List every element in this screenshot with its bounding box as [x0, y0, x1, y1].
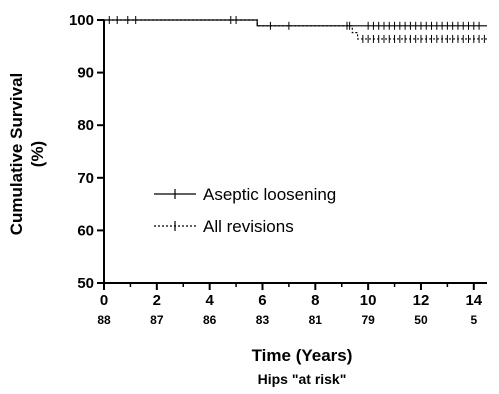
legend-label-aseptic-loosening: Aseptic loosening — [203, 185, 336, 204]
at-risk-value: 87 — [150, 313, 164, 327]
x-tick-label: 8 — [311, 292, 319, 309]
at-risk-title: Hips "at risk" — [258, 371, 347, 387]
legend-label-all-revisions: All revisions — [203, 217, 294, 236]
x-tick-label: 4 — [205, 292, 214, 309]
y-tick-label: 90 — [77, 65, 94, 82]
y-tick-label: 50 — [77, 275, 94, 292]
series-layer — [104, 16, 487, 43]
x-tick-label: 0 — [100, 292, 108, 309]
x-axis-title: Time (Years) — [252, 346, 353, 365]
y-tick-label: 60 — [77, 222, 94, 239]
x-tick-label: 14 — [465, 292, 482, 309]
series-all-revisions — [104, 19, 487, 43]
y-tick-label: 80 — [77, 117, 94, 134]
legend-item-aseptic-loosening: Aseptic loosening — [154, 185, 336, 204]
at-risk-value: 50 — [414, 313, 428, 327]
series-aseptic-loosening — [104, 16, 487, 30]
at-risk-value: 83 — [256, 313, 270, 327]
at-risk-value: 79 — [361, 313, 375, 327]
at-risk-value: 86 — [203, 313, 217, 327]
axes-layer: 50 60 70 80 90 100 0 2 4 6 8 10 12 14 88 87 86 83 81 79 50 5 — [69, 12, 487, 327]
at-risk-value: 5 — [470, 313, 477, 327]
survival-curve — [104, 19, 487, 40]
legend: Aseptic loosening All revisions — [154, 185, 336, 236]
x-tick-label: 10 — [360, 292, 377, 309]
y-axis-title-line-1: Cumulative Survival — [7, 73, 26, 236]
at-risk-value: 88 — [97, 313, 111, 327]
x-tick-label: 2 — [153, 292, 161, 309]
x-tick-label: 6 — [258, 292, 266, 309]
y-tick-label: 100 — [69, 12, 94, 29]
at-risk-value: 81 — [309, 313, 323, 327]
legend-item-all-revisions: All revisions — [154, 217, 294, 236]
y-axis-title-line-2: (%) — [28, 141, 47, 167]
x-tick-label: 12 — [413, 292, 430, 309]
survival-curve — [104, 19, 487, 27]
y-tick-label: 70 — [77, 170, 94, 187]
